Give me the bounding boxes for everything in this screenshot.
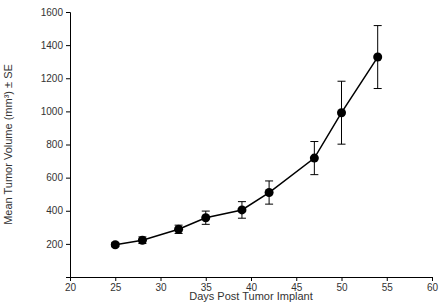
tick-mark [66,12,70,13]
tick-mark [115,277,116,281]
error-bar-cap [310,141,318,142]
point [201,213,210,222]
tick-label: 1000 [41,106,64,117]
error-bar [338,81,346,144]
tick: 600 [46,172,70,183]
point [111,240,120,249]
error-bar-cap [265,180,273,181]
error-bar [310,142,318,175]
x-axis-title: Days Post Tumor Implant [189,290,313,302]
tick-mark [296,277,297,281]
point [310,154,319,163]
tick-label: 1600 [41,7,64,18]
axis-line [71,278,433,282]
tick-mark [66,78,70,79]
tick-mark [251,277,252,281]
error-bar [175,225,183,233]
tick-label: 400 [46,205,63,216]
error-bar-cap [374,25,382,26]
y-axis-title: Mean Tumor Volume (mm³) ± SE [2,64,14,225]
tick-label: 1200 [41,73,64,84]
tick-label: 20 [65,282,77,293]
tick-mark [387,277,388,281]
tick-label: 60 [427,282,439,293]
error-bar-cap [338,81,346,82]
error-bar [202,211,210,224]
tick-mark [66,211,70,212]
tick-label: 600 [46,172,63,183]
tick: 400 [46,205,70,216]
point [174,225,183,234]
error-bar [374,26,382,89]
tick: 1600 [41,7,70,18]
tick-label: 55 [382,282,394,293]
tick-label: 1400 [41,40,64,51]
error-bar [238,202,246,219]
tick-label: 25 [110,282,122,293]
y-axis: 200 400 600 800 1000 1200 1400 1600 [41,7,71,278]
tick: 30 [155,277,167,293]
tick: 1200 [41,73,70,84]
tick-mark [66,145,70,146]
tick: 800 [46,139,70,150]
tick: 50 [336,277,348,293]
tick-mark [432,277,433,281]
tick: 55 [382,277,394,293]
tick-mark [161,277,162,281]
axis-line [66,13,71,278]
tick-mark [342,277,343,281]
error-bar-cap [338,144,346,145]
tick-label: 200 [46,239,63,250]
tick: 20 [65,277,77,293]
error-bar-cap [202,224,210,225]
error-bar-cap [238,218,246,219]
tick-mark [66,178,70,179]
chart: 2025303540455055602004006008001000120014… [0,0,447,307]
error-bar [265,181,273,204]
error-bar-cap [310,174,318,175]
tick-label: 800 [46,139,63,150]
point [337,108,346,117]
point [265,188,274,197]
tick-mark [66,45,70,46]
error-bar-cap [202,211,210,212]
error-bar-cap [265,204,273,205]
tick: 25 [110,277,122,293]
tick-label: 30 [155,282,167,293]
tick: 200 [46,239,70,250]
tick-mark [66,111,70,112]
error-bar-cap [238,201,246,202]
tick: 1000 [41,106,70,117]
line [115,57,377,245]
point [237,205,246,214]
tick: 60 [427,277,439,293]
tick: 1400 [41,40,70,51]
error-bar-cap [374,88,382,89]
tick-label: 50 [336,282,348,293]
plot-area [111,26,382,250]
tick-mark [206,277,207,281]
tick-mark [66,244,70,245]
point [138,236,147,245]
point [373,53,382,62]
